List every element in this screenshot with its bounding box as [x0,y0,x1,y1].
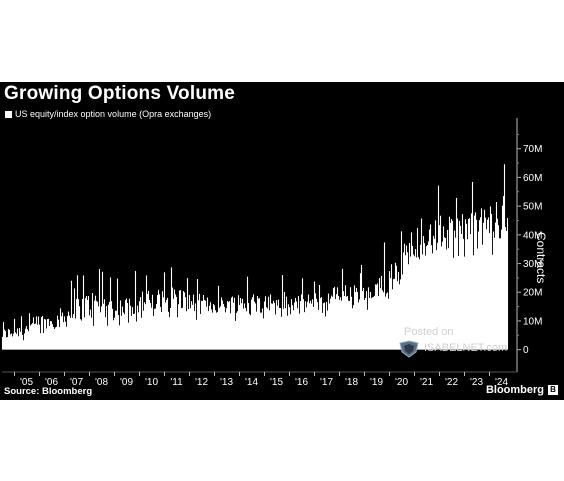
legend: US equity/index option volume (Opra exch… [5,109,211,119]
x-tick-label: '09 [120,377,133,388]
bloomberg-mark-icon: B [548,385,558,395]
x-tick-label: '19 [370,377,383,388]
y-tick-label: 10M [523,316,542,327]
volume-series [1,164,509,350]
x-tick-label: '12 [195,377,208,388]
chart-card: 0 10M 20M 30M 40M 50M 60M 70M '05 '06 '07 '08 '09 '1… [0,82,564,400]
x-tick-label: '24 [495,377,508,388]
x-tick-label: '23 [470,377,483,388]
y-tick-label: 40M [523,230,542,241]
legend-swatch [5,110,12,118]
x-tick-label: '06 [45,377,58,388]
y-axis-label: Contracts [534,232,548,284]
x-tick-label: '13 [220,377,233,388]
y-tick-label: 70M [523,144,542,155]
y-tick-label: 30M [523,259,542,270]
x-tick-label: '17 [320,377,333,388]
x-tick-label: '21 [420,377,433,388]
x-tick-label: '15 [270,377,283,388]
x-tick-label: '22 [445,377,458,388]
watermark-site-name: ISABELNET.com [424,342,508,354]
y-tick-label: 60M [523,173,542,184]
source-note: Source: Bloomberg [4,386,93,397]
x-axis: '05 '06 '07 '08 '09 '10 '11 '12 '13 '14 '15 '16 '17 '… [2,371,517,388]
x-tick-label: '10 [145,377,158,388]
isabelnet-logo-icon [399,340,419,358]
x-tick-label: '11 [170,377,183,388]
chart-title: Growing Options Volume [4,83,235,104]
y-axis: 0 10M 20M 30M 40M 50M 60M 70M [516,118,542,372]
y-tick-label: 20M [523,288,542,299]
y-tick-label: 0 [523,345,529,356]
x-tick-label: '16 [295,377,308,388]
bloomberg-logo-text: Bloomberg [485,384,544,396]
chart-plot: 0 10M 20M 30M 40M 50M 60M 70M '05 '06 '07 '08 '09 '1… [1,118,542,388]
x-tick-label: '05 [20,377,33,388]
x-tick-label: '18 [345,377,358,388]
x-tick-label: '08 [95,377,108,388]
legend-label: US equity/index option volume (Opra exch… [15,109,212,119]
x-tick-label: '14 [245,377,258,388]
x-tick-label: '20 [395,377,408,388]
watermark-posted-text: Posted on [404,326,454,338]
x-tick-label: '07 [70,377,83,388]
y-tick-label: 50M [523,202,542,213]
